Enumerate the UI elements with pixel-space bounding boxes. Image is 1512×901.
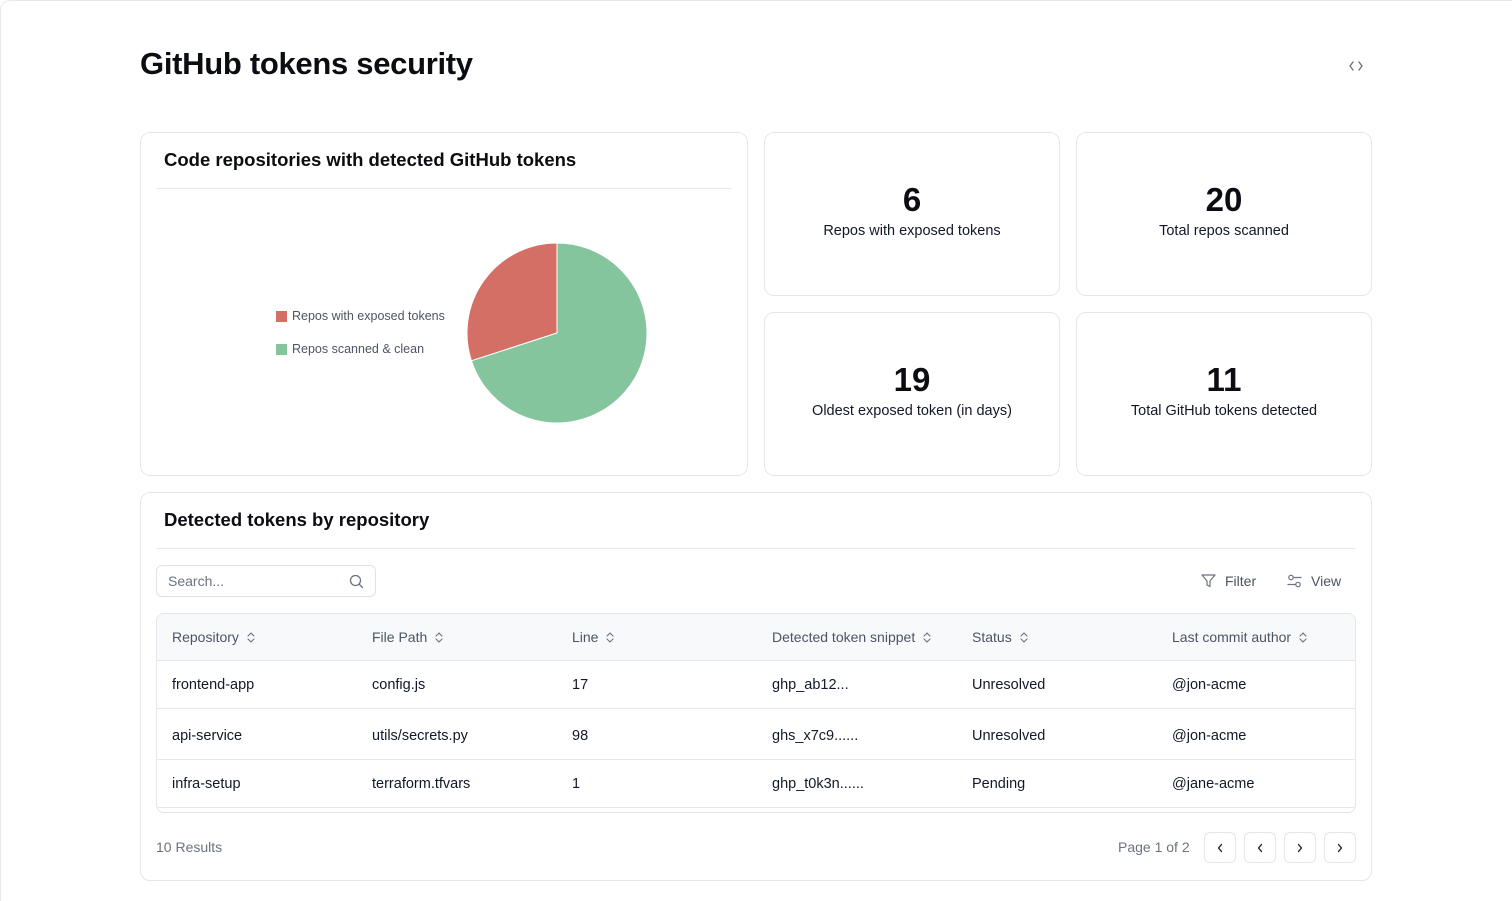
stat-card-total-tokens: 11 Total GitHub tokens detected bbox=[1076, 312, 1372, 476]
cell-token-snippet: ghs_x7c9...... bbox=[772, 728, 859, 744]
table-row[interactable]: frontend-app config.js 17 ghp_ab12... Un… bbox=[157, 661, 1355, 709]
tokens-table: Repository File Path Line Detected token… bbox=[156, 613, 1356, 813]
table-row[interactable]: infra-setup terraform.tfvars 1 ghp_t0k3n… bbox=[157, 760, 1355, 808]
chevron-right-icon bbox=[1297, 843, 1303, 852]
cell-status: Pending bbox=[972, 776, 1026, 792]
code-brackets-icon[interactable] bbox=[1346, 57, 1366, 75]
filter-button[interactable]: Filter bbox=[1201, 571, 1256, 591]
cell-status: Unresolved bbox=[972, 728, 1046, 744]
sort-icon bbox=[435, 631, 443, 643]
legend-item: Repos scanned & clean bbox=[276, 340, 445, 358]
chevron-right-icon bbox=[1337, 843, 1343, 852]
cell-line: 98 bbox=[572, 728, 589, 744]
view-label: View bbox=[1311, 573, 1342, 589]
sliders-icon bbox=[1287, 574, 1302, 588]
column-label: Last commit author bbox=[1172, 629, 1292, 645]
pie-slice-clean bbox=[470, 242, 648, 424]
view-button[interactable]: View bbox=[1287, 571, 1341, 591]
legend-item: Repos with exposed tokens bbox=[276, 307, 445, 325]
divider bbox=[156, 188, 732, 189]
table-row[interactable]: api-service utils/secrets.py 98 ghs_x7c9… bbox=[157, 709, 1355, 760]
cell-line: 17 bbox=[572, 677, 589, 693]
chevron-left-icon bbox=[1257, 843, 1263, 852]
table-card: Detected tokens by repository Filter Vie… bbox=[140, 492, 1372, 881]
stat-card-oldest-token: 19 Oldest exposed token (in days) bbox=[764, 312, 1060, 476]
cell-file-path: utils/secrets.py bbox=[372, 728, 468, 744]
column-header-status[interactable]: Status bbox=[972, 629, 1028, 645]
divider bbox=[156, 548, 1356, 549]
cell-author: @jon-acme bbox=[1172, 677, 1247, 693]
legend-label: Repos scanned & clean bbox=[292, 342, 425, 356]
stat-label: Total repos scanned bbox=[1159, 223, 1289, 239]
column-label: Status bbox=[972, 629, 1012, 645]
cell-token-snippet: ghp_ab12... bbox=[772, 677, 849, 693]
column-header-last-commit-author[interactable]: Last commit author bbox=[1172, 629, 1307, 645]
page-indicator: Page 1 of 2 bbox=[1118, 839, 1190, 855]
column-header-token-snippet[interactable]: Detected token snippet bbox=[772, 629, 931, 645]
legend-swatch-exposed bbox=[276, 310, 287, 322]
cell-file-path: terraform.tfvars bbox=[372, 776, 471, 792]
search-icon[interactable] bbox=[349, 574, 364, 589]
stat-value: 11 bbox=[1206, 361, 1242, 398]
sort-icon bbox=[1299, 631, 1307, 643]
cell-repository: api-service bbox=[172, 728, 243, 744]
stat-value: 20 bbox=[1205, 181, 1243, 218]
stat-card-exposed-repos: 6 Repos with exposed tokens bbox=[764, 132, 1060, 296]
pie-slice-exposed bbox=[466, 242, 558, 362]
cell-token-snippet: ghp_t0k3n...... bbox=[772, 776, 864, 792]
column-header-repository[interactable]: Repository bbox=[172, 629, 255, 645]
chevron-left-icon bbox=[1217, 843, 1223, 852]
stat-value: 6 bbox=[902, 181, 922, 218]
sort-icon bbox=[247, 631, 255, 643]
cell-author: @jane-acme bbox=[1172, 776, 1255, 792]
chart-legend: Repos with exposed tokens Repos scanned … bbox=[276, 307, 445, 373]
column-label: Line bbox=[572, 629, 599, 645]
stat-value: 19 bbox=[893, 361, 931, 398]
sort-icon bbox=[923, 631, 931, 643]
cell-repository: infra-setup bbox=[172, 776, 241, 792]
pie-chart bbox=[466, 242, 648, 424]
results-count: 10 Results bbox=[156, 839, 223, 855]
previous-page-button[interactable] bbox=[1244, 832, 1276, 863]
page-title: GitHub tokens security bbox=[140, 46, 473, 81]
cell-line: 1 bbox=[572, 776, 581, 792]
sort-icon bbox=[606, 631, 615, 643]
search-input[interactable] bbox=[157, 566, 342, 596]
chart-card: Code repositories with detected GitHub t… bbox=[140, 132, 748, 476]
next-page-button[interactable] bbox=[1284, 832, 1316, 863]
cell-file-path: config.js bbox=[372, 677, 426, 693]
sort-icon bbox=[1020, 631, 1028, 643]
stat-label: Repos with exposed tokens bbox=[823, 223, 1001, 239]
legend-label: Repos with exposed tokens bbox=[292, 309, 445, 323]
table-header: Repository File Path Line Detected token… bbox=[157, 614, 1355, 661]
first-page-button[interactable] bbox=[1204, 832, 1236, 863]
column-label: Detected token snippet bbox=[772, 629, 916, 645]
column-label: Repository bbox=[172, 629, 239, 645]
legend-swatch-clean bbox=[276, 343, 287, 355]
cell-status: Unresolved bbox=[972, 677, 1046, 693]
table-card-title: Detected tokens by repository bbox=[164, 509, 430, 530]
stat-label: Oldest exposed token (in days) bbox=[812, 403, 1012, 419]
filter-label: Filter bbox=[1225, 573, 1257, 589]
last-page-button[interactable] bbox=[1324, 832, 1356, 863]
search-box bbox=[156, 565, 376, 597]
cell-author: @jon-acme bbox=[1172, 728, 1247, 744]
column-label: File Path bbox=[372, 629, 428, 645]
filter-icon bbox=[1201, 574, 1216, 588]
stat-label: Total GitHub tokens detected bbox=[1130, 403, 1318, 419]
stat-card-total-repos: 20 Total repos scanned bbox=[1076, 132, 1372, 296]
cell-repository: frontend-app bbox=[172, 677, 255, 693]
column-header-file-path[interactable]: File Path bbox=[372, 629, 443, 645]
chart-card-title: Code repositories with detected GitHub t… bbox=[164, 149, 577, 170]
column-header-line[interactable]: Line bbox=[572, 629, 615, 645]
